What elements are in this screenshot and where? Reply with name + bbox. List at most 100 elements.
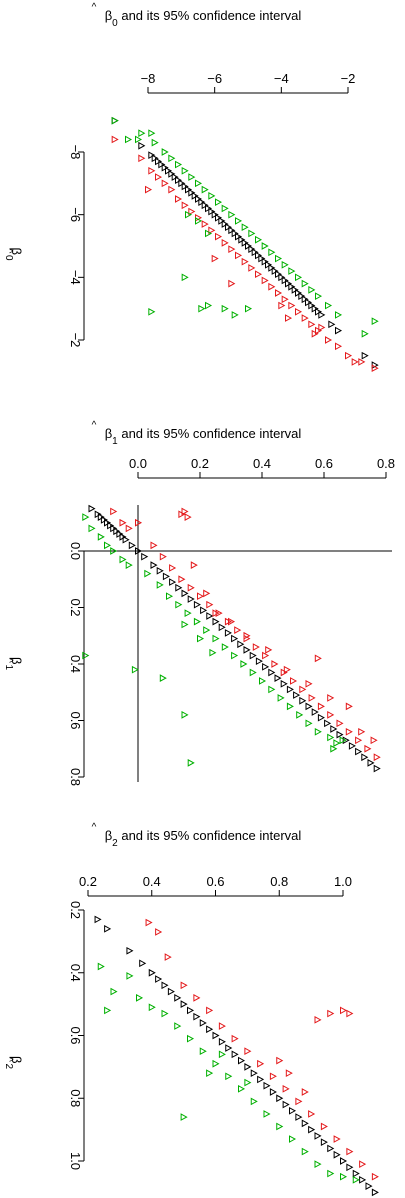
- point-upper: [228, 279, 236, 288]
- point-estimate: [218, 623, 226, 632]
- point-lower: [148, 1003, 156, 1012]
- point-estimate: [155, 975, 163, 983]
- point-estimate: [342, 736, 350, 745]
- point-lower: [174, 1022, 182, 1030]
- point-upper: [175, 195, 183, 203]
- point-lower: [288, 267, 296, 275]
- point-lower: [296, 711, 304, 719]
- point-upper: [201, 220, 209, 228]
- point-upper: [276, 1056, 284, 1065]
- point-lower: [199, 1047, 207, 1056]
- point-upper: [281, 295, 289, 304]
- point-estimate: [352, 1169, 360, 1178]
- point-lower: [97, 962, 105, 971]
- point-estimate: [249, 651, 257, 660]
- point-estimate: [238, 235, 246, 244]
- y-tick-label: −4: [68, 270, 83, 285]
- point-estimate: [168, 170, 176, 178]
- point-upper: [282, 1084, 290, 1093]
- point-estimate: [221, 220, 229, 228]
- point-lower: [110, 547, 118, 555]
- chart-title: β2 and its 95% confidence interval: [105, 828, 302, 849]
- point-lower: [201, 185, 209, 194]
- point-lower: [333, 739, 341, 747]
- point-upper: [269, 1072, 277, 1081]
- point-lower: [144, 569, 152, 578]
- point-upper: [234, 626, 242, 634]
- point-upper: [333, 1135, 341, 1143]
- point-estimate: [161, 163, 169, 172]
- point-upper: [208, 226, 216, 235]
- x-tick-label: −8: [141, 71, 156, 86]
- point-estimate: [248, 245, 256, 253]
- point-upper: [244, 1047, 252, 1056]
- point-lower: [314, 727, 322, 736]
- point-upper: [190, 561, 198, 569]
- point-estimate: [198, 198, 206, 206]
- point-estimate: [315, 307, 323, 316]
- x-tick-label: 0.0: [129, 456, 147, 471]
- point-estimate: [280, 679, 288, 688]
- point-estimate: [161, 981, 169, 990]
- x-tick-label: 1.0: [334, 874, 352, 889]
- chart-title: β1 and its 95% confidence interval: [105, 426, 302, 447]
- x-tick-label: −2: [341, 71, 356, 86]
- point-lower: [203, 626, 211, 634]
- series-estimate: [88, 504, 381, 773]
- point-upper: [359, 1160, 367, 1168]
- point-lower: [231, 651, 239, 660]
- series-upper: [110, 507, 381, 762]
- point-upper: [231, 1034, 239, 1043]
- point-estimate: [174, 994, 182, 1002]
- point-estimate: [281, 276, 289, 285]
- point-estimate: [235, 232, 243, 241]
- point-estimate: [314, 1132, 322, 1140]
- series-estimate: [111, 116, 379, 369]
- point-estimate: [128, 541, 136, 550]
- point-lower: [295, 273, 303, 282]
- point-upper: [283, 665, 291, 674]
- point-estimate: [165, 166, 173, 175]
- point-upper: [295, 1097, 303, 1106]
- point-upper: [148, 166, 156, 175]
- point-lower: [104, 1006, 112, 1015]
- point-estimate: [269, 1088, 277, 1096]
- point-upper: [161, 179, 169, 188]
- point-estimate: [305, 702, 313, 711]
- x-tick-label: 0.4: [253, 456, 271, 471]
- point-lower: [315, 292, 323, 300]
- point-estimate: [206, 612, 214, 620]
- point-lower: [209, 648, 217, 657]
- point-estimate: [104, 924, 112, 933]
- point-lower: [131, 665, 139, 674]
- point-upper: [215, 232, 223, 241]
- point-upper: [318, 323, 326, 332]
- point-estimate: [251, 248, 259, 257]
- y-label-hat-mark: ^: [3, 658, 14, 663]
- point-upper: [301, 314, 309, 322]
- point-lower: [125, 561, 133, 569]
- point-estimate: [175, 176, 183, 185]
- x-tick-label: 0.6: [206, 874, 224, 889]
- point-upper: [346, 1147, 354, 1156]
- point-estimate: [180, 1000, 188, 1008]
- point-lower: [244, 1078, 252, 1087]
- point-lower: [161, 1009, 169, 1018]
- point-lower: [161, 148, 169, 156]
- point-estimate: [295, 1113, 303, 1121]
- point-lower: [198, 304, 206, 313]
- point-upper: [212, 609, 220, 617]
- point-lower: [175, 600, 183, 609]
- point-lower: [119, 555, 127, 564]
- point-estimate: [178, 179, 186, 188]
- point-upper: [351, 358, 359, 366]
- x-tick-label: −6: [207, 71, 222, 86]
- point-lower: [188, 173, 196, 181]
- point-estimate: [138, 141, 146, 150]
- point-lower: [249, 668, 257, 677]
- point-lower: [205, 229, 213, 238]
- point-upper: [215, 609, 223, 617]
- point-lower: [327, 733, 335, 742]
- y-tick-label: 0.6: [68, 1026, 83, 1044]
- point-lower: [245, 304, 253, 313]
